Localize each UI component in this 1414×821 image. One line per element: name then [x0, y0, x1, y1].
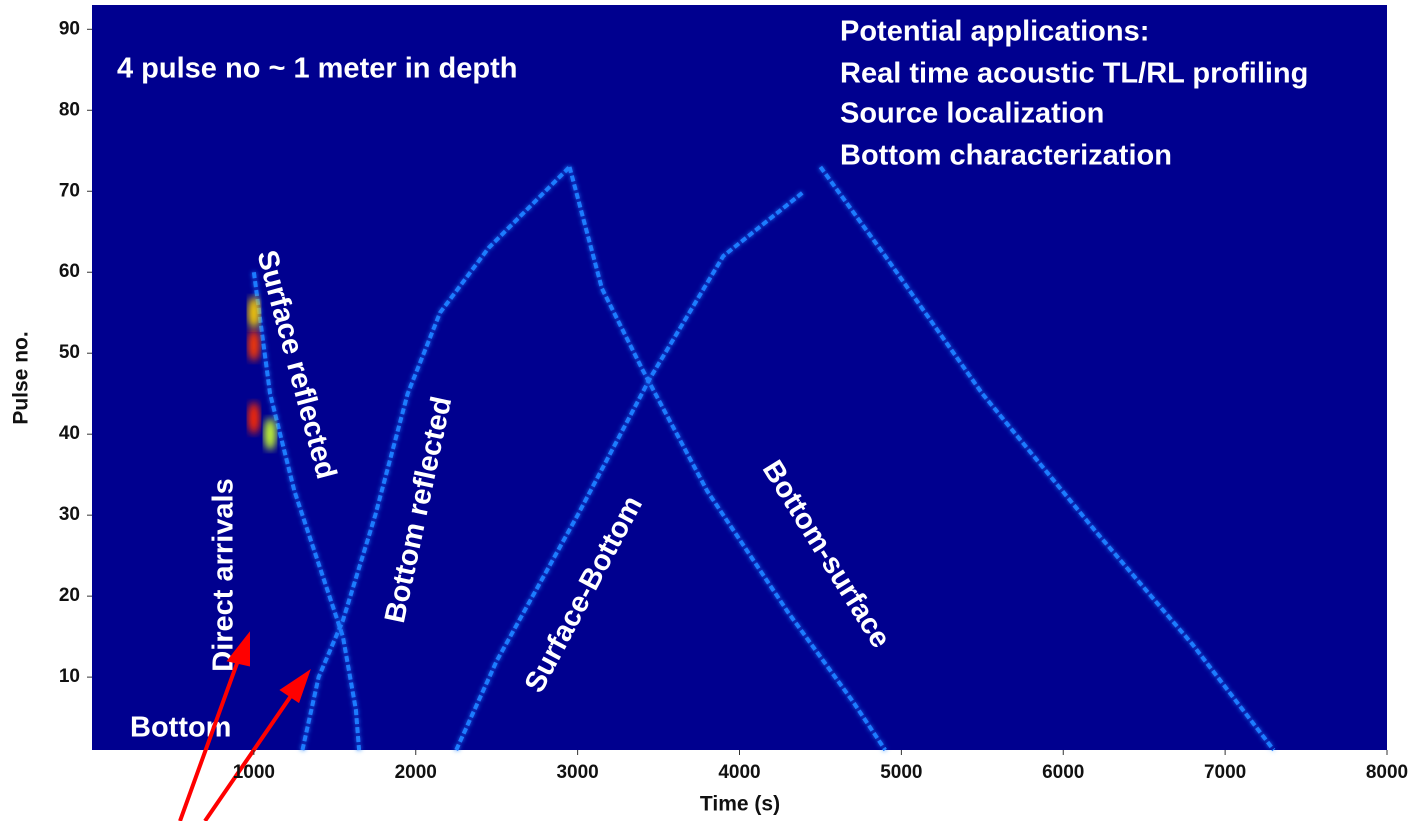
arrival-trace [251, 271, 362, 751]
y-tick-label: 70 [59, 180, 80, 201]
x-tick-label: 4000 [718, 762, 760, 783]
arrival-trace [300, 165, 571, 751]
x-tick-label: 5000 [880, 762, 922, 783]
hotspot [247, 296, 260, 329]
annotation: Source localization [840, 98, 1104, 130]
annotation: Potential applications: [840, 16, 1149, 48]
x-tick-label: 3000 [556, 762, 598, 783]
x-tick-label: 2000 [395, 762, 437, 783]
hotspot [247, 401, 260, 434]
arrival-trace [454, 189, 806, 751]
y-tick-label: 80 [59, 99, 80, 120]
y-tick-label: 50 [59, 342, 80, 363]
annotation: 4 pulse no ~ 1 meter in depth [117, 53, 517, 85]
y-axis-title: Pulse no. [10, 331, 33, 424]
y-tick-label: 90 [59, 18, 80, 39]
arrival-trace [818, 165, 1276, 752]
y-tick-label: 10 [59, 666, 80, 687]
y-tick-label: 40 [59, 423, 80, 444]
x-tick-label: 1000 [233, 762, 275, 783]
x-axis-title: Time (s) [700, 793, 780, 816]
hotspot [264, 418, 277, 451]
y-tick-label: 30 [59, 504, 80, 525]
annotation: Direct arrivals [208, 478, 240, 671]
annotation: Bottom characterization [840, 140, 1172, 172]
x-tick-label: 7000 [1204, 762, 1246, 783]
annotation: Real time acoustic TL/RL profiling [840, 58, 1308, 90]
hotspot [247, 329, 260, 362]
y-tick-label: 20 [59, 585, 80, 606]
arrival-trace [567, 166, 887, 752]
arrows [178, 631, 311, 821]
plot-area [92, 5, 1387, 750]
x-tick-label: 8000 [1366, 762, 1408, 783]
x-tick-label: 6000 [1042, 762, 1084, 783]
y-tick-label: 60 [59, 261, 80, 282]
